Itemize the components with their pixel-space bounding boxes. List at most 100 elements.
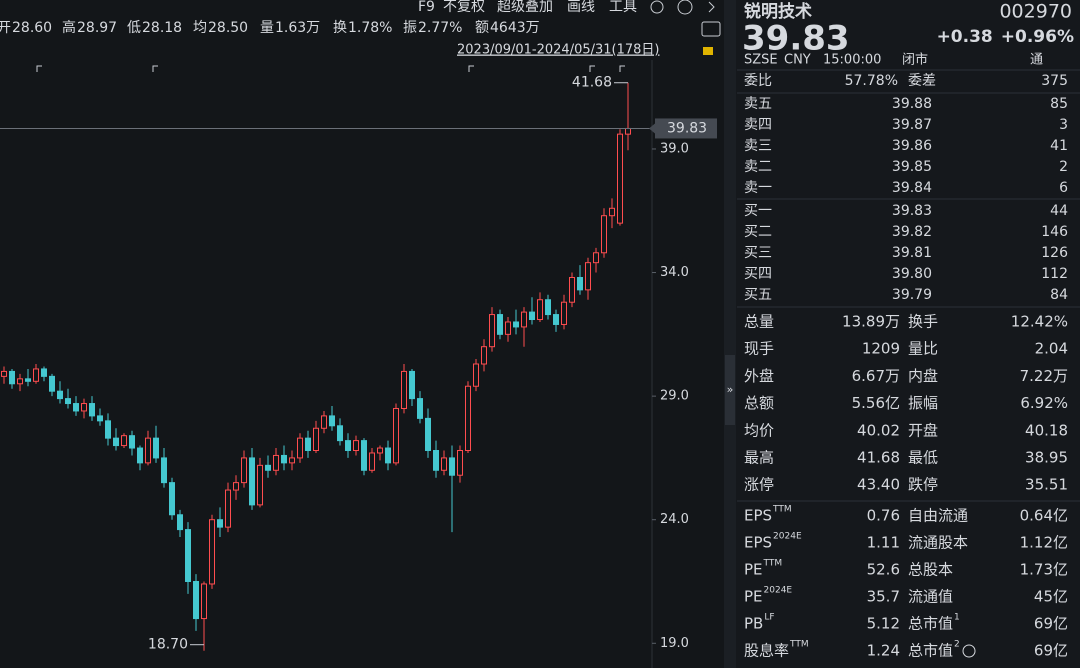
stat-label-sup: TTM bbox=[763, 559, 783, 569]
stat-label-sup: LF bbox=[764, 613, 774, 623]
candle-body bbox=[129, 435, 135, 449]
order-price: 39.88 bbox=[892, 96, 932, 112]
flag[interactable] bbox=[152, 65, 158, 72]
stat-label: 现手 bbox=[744, 340, 774, 358]
stat-label: PE bbox=[744, 588, 763, 606]
menu-item[interactable]: 不复权 bbox=[443, 0, 485, 15]
y-tick-label: 39.0 bbox=[660, 141, 689, 156]
candle-body bbox=[409, 370, 415, 400]
candle-body bbox=[9, 370, 15, 385]
market-info: CNY bbox=[784, 53, 811, 68]
candle-body bbox=[537, 299, 543, 321]
order-volume: 2 bbox=[1059, 159, 1068, 175]
quote-label: 额 bbox=[475, 20, 489, 36]
candle-body bbox=[593, 252, 599, 264]
stat-label: 总股本 bbox=[908, 561, 953, 579]
stat-label: 换手 bbox=[908, 313, 938, 331]
candle-body bbox=[601, 215, 607, 254]
stat-label: EPS bbox=[744, 507, 772, 525]
last-price-pointer bbox=[649, 123, 655, 134]
collapse-handle[interactable] bbox=[725, 355, 735, 425]
order-volume: 84 bbox=[1050, 287, 1068, 303]
menu-item[interactable]: F9 bbox=[418, 0, 435, 15]
flag[interactable] bbox=[619, 65, 625, 72]
candle-body bbox=[1, 370, 7, 377]
order-price: 39.80 bbox=[892, 266, 932, 282]
quote-label: 高 bbox=[62, 19, 76, 36]
order-volume: 6 bbox=[1059, 180, 1068, 196]
order-price: 39.83 bbox=[892, 203, 932, 219]
candle-body bbox=[609, 207, 615, 217]
dividers bbox=[737, 69, 1080, 502]
stat-label: 涨停 bbox=[744, 476, 774, 494]
help-icon[interactable] bbox=[677, 0, 693, 15]
quote-value: 1.63万 bbox=[275, 20, 320, 36]
candle-body bbox=[17, 378, 23, 385]
settings-icon[interactable] bbox=[650, 0, 664, 14]
order-volume: 41 bbox=[1050, 138, 1068, 154]
annotation-label: 41.68 bbox=[572, 75, 612, 91]
stat-value: 1209 bbox=[862, 340, 900, 358]
stat-value: 40.02 bbox=[857, 421, 900, 439]
flag[interactable] bbox=[468, 65, 474, 72]
date-range: 2023/09/01-2024/05/31(178日) bbox=[457, 43, 660, 58]
stat-value: 6.67万 bbox=[852, 367, 900, 385]
order-label: 卖一 bbox=[744, 180, 772, 196]
ratio-value: 57.78% bbox=[845, 73, 898, 89]
candle-body bbox=[545, 299, 551, 316]
order-volume: 126 bbox=[1041, 245, 1068, 261]
order-label: 卖三 bbox=[744, 138, 772, 154]
candle-body bbox=[41, 368, 47, 377]
candle-body bbox=[105, 420, 111, 439]
candle-body bbox=[369, 452, 375, 471]
quote-label: 振 bbox=[403, 20, 417, 36]
y-tick-label: 19.0 bbox=[660, 636, 689, 651]
menu-item[interactable]: 画线 bbox=[567, 0, 595, 15]
order-label: 买五 bbox=[744, 287, 772, 303]
stat-label: 总额 bbox=[744, 394, 774, 412]
candle-body bbox=[97, 415, 103, 422]
candle-body bbox=[33, 368, 39, 382]
stat-value: 40.18 bbox=[1025, 421, 1068, 439]
order-label: 卖四 bbox=[744, 117, 772, 133]
annotation-label: 18.70 bbox=[148, 637, 188, 653]
menu-item[interactable]: 工具 bbox=[609, 0, 637, 15]
stock-code: 002970 bbox=[999, 1, 1072, 23]
toolbar-icons[interactable] bbox=[650, 0, 721, 55]
candle-body bbox=[489, 314, 495, 348]
y-tick-label: 29.0 bbox=[660, 389, 689, 404]
candle-body bbox=[281, 454, 287, 464]
menu-item[interactable]: 超级叠加 bbox=[497, 0, 553, 15]
stat-label: 总市值 bbox=[908, 642, 953, 660]
stat-label: 均价 bbox=[744, 421, 774, 439]
last-price-label: 39.83 bbox=[667, 120, 707, 136]
stat-label: PB bbox=[744, 615, 763, 633]
stat-value: 43.40 bbox=[857, 476, 900, 494]
candle-body bbox=[585, 262, 591, 291]
stat-value: 38.95 bbox=[1025, 449, 1068, 467]
candle-body bbox=[345, 440, 351, 452]
stock-name: 锐明技术 bbox=[744, 1, 812, 22]
order-price: 39.82 bbox=[892, 224, 932, 240]
quote-value: 1.78% bbox=[348, 20, 392, 36]
flag[interactable] bbox=[589, 65, 595, 72]
stat-label-sup: 1 bbox=[954, 613, 960, 623]
order-volume: 146 bbox=[1041, 224, 1068, 240]
candle-body bbox=[617, 133, 623, 224]
candle-body bbox=[145, 437, 151, 464]
candle-body bbox=[361, 440, 367, 471]
order-label: 买二 bbox=[744, 224, 772, 240]
lock-icon[interactable] bbox=[703, 47, 713, 55]
next-icon[interactable] bbox=[708, 1, 715, 13]
order-label: 卖二 bbox=[744, 159, 772, 175]
flag[interactable] bbox=[36, 65, 42, 72]
ratio-label: 委比 bbox=[744, 73, 772, 89]
info-icon[interactable] bbox=[962, 644, 976, 658]
candle-body bbox=[89, 403, 95, 417]
wp-icon[interactable] bbox=[701, 21, 721, 37]
stat-label: 量比 bbox=[908, 340, 938, 358]
stat-value: 7.22万 bbox=[1020, 367, 1068, 385]
order-volume: 44 bbox=[1050, 203, 1068, 219]
quote-label: 均 bbox=[193, 20, 207, 36]
candle-body bbox=[65, 398, 71, 405]
